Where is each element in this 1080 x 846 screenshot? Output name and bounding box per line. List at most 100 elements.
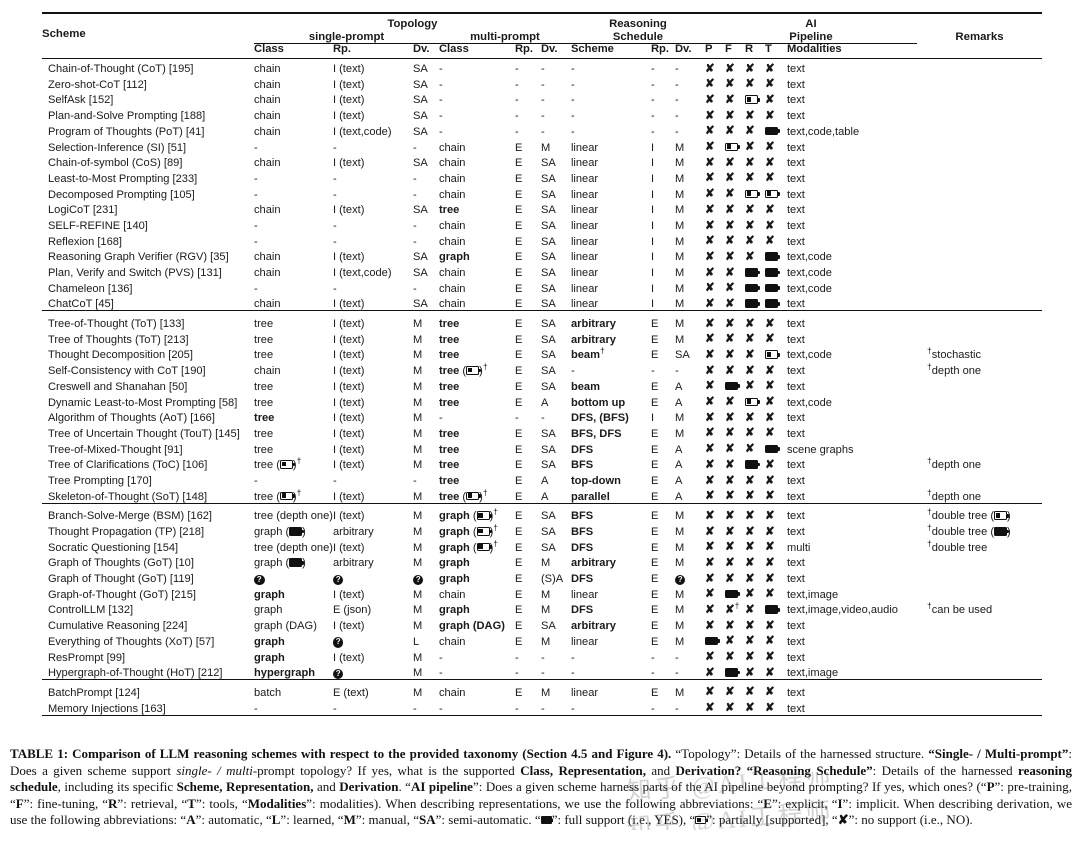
row-tree-schemes-8-dv-single-text: M — [412, 443, 423, 456]
table-row[interactable]: Graph of Thought (GoT) [119]??? graph E (S)… — [42, 569, 1042, 586]
table-row[interactable]: ChatCoT [45] chain I (text) SA chain E SA linea… — [42, 295, 1042, 311]
row-chain-schemes-11-pipeline-r: ✘ — [745, 232, 765, 248]
row-graph-schemes-6-pipeline-t — [764, 601, 787, 617]
table-row[interactable]: Tree-of-Thought (ToT) [133] tree I (text) M… — [42, 314, 1042, 330]
row-chain-schemes-10-modalities: text — [786, 219, 805, 232]
table-row[interactable]: Self-Consistency with CoT [190] chain I (t… — [42, 362, 1042, 378]
row-graph-schemes-1-class-multi-dagger: † — [493, 522, 499, 533]
row-tree-schemes-5-scheme-name: Dynamic Least-to-Most Prompting [58] — [48, 396, 238, 409]
row-chain-schemes-11-rp-single-text: - — [332, 235, 337, 248]
row-tree-schemes-10-p-no-support-icon: ✘ — [704, 474, 715, 487]
table-row[interactable]: Thought Decomposition [205] tree I (text) M… — [42, 346, 1042, 362]
row-graph-schemes-10-pipeline-p: ✘ — [705, 664, 725, 680]
table-row[interactable]: Zero-shot-CoT [112] chain I (text) SA - - - - - -… — [42, 75, 1042, 91]
row-chain-schemes-7-schedule-rp: I — [651, 169, 675, 185]
full-support-battery-icon — [540, 816, 554, 825]
row-chain-schemes-10-pipeline-t: ✘ — [765, 216, 787, 232]
table-row[interactable]: Graph-of-Thought (GoT) [215] graph I (text… — [42, 585, 1042, 601]
row-chain-schemes-9-dv-multi-text: SA — [540, 204, 556, 217]
table-row[interactable]: SelfAsk [152] chain I (text) SA - - - - - - ✘ ✘ ✘ tex… — [42, 91, 1042, 107]
row-chain-schemes-7-rp-single-text: - — [332, 172, 337, 185]
row-graph-schemes-10-pipeline-r: ✘ — [745, 664, 765, 680]
table-row[interactable]: Tree of Thoughts (ToT) [213] tree I (text)… — [42, 330, 1042, 346]
caption-s12b: F — [15, 795, 24, 811]
row-chain-schemes-4-pipeline-p: ✘ — [705, 122, 725, 138]
table-row[interactable]: ResPrompt [99] graph I (text) M - - - - - - ✘ ✘ ✘ ✘ te… — [42, 648, 1042, 664]
table-row[interactable]: Reasoning Graph Verifier (RGV) [35] chain… — [42, 248, 1042, 264]
row-tree-schemes-3-class-multi-text: tree — [438, 365, 460, 378]
row-graph-schemes-5-dv-multi-text: M — [540, 588, 551, 601]
row-tree-schemes-5-schedule-dv: A — [675, 393, 705, 409]
row-chain-schemes-8-scheme-name: Decomposed Prompting [105] — [48, 188, 195, 201]
table-row[interactable]: Dynamic Least-to-Most Prompting [58] tree… — [42, 393, 1042, 409]
table-row[interactable]: Chain-of-Thought (CoT) [195] chain I (text… — [42, 59, 1042, 75]
row-chain-schemes-11-pipeline-p: ✘ — [705, 232, 725, 248]
table-row[interactable]: Plan-and-Solve Prompting [188] chain I (te… — [42, 107, 1042, 123]
table-row[interactable]: Algorithm of Thoughts (AoT) [166] tree I (… — [42, 409, 1042, 425]
row-chain-schemes-5-class-multi: chain — [439, 138, 515, 154]
row-tree-schemes-0-rp-multi: E — [515, 314, 541, 330]
table-row[interactable]: Skeleton-of-Thought (SoT) [148] tree ()† I… — [42, 487, 1042, 503]
row-tree-schemes-1-dv-multi: SA — [541, 330, 571, 346]
row-graph-schemes-4-t-no-support-icon: ✘ — [764, 572, 775, 585]
table-row[interactable]: Socratic Questioning [154] tree (depth on… — [42, 538, 1042, 554]
row-tree-schemes-11-class-multi: tree ()† — [439, 487, 515, 503]
row-chain-schemes-1-schedule-dv-text: - — [674, 78, 679, 91]
row-chain-schemes-12-schedule-dv-text: M — [674, 251, 685, 264]
table-row[interactable]: Branch-Solve-Merge (BSM) [162] tree (dept… — [42, 507, 1042, 523]
table-row[interactable]: Reflexion [168] - - - chain E SA linear I M ✘ ✘ ✘ ✘ te… — [42, 232, 1042, 248]
row-tree-schemes-4-class-single-text: tree — [254, 380, 274, 393]
table-row[interactable]: Least-to-Most Prompting [233] - - - chain E SA… — [42, 169, 1042, 185]
row-chain-schemes-3-dv-multi: - — [541, 107, 571, 123]
row-graph-schemes-4-dv-multi: (S)A — [541, 569, 571, 585]
table-row[interactable]: Cumulative Reasoning [224] graph (DAG) I (… — [42, 617, 1042, 633]
row-chain-schemes-1-scheme-name: Zero-shot-CoT [112] — [48, 78, 147, 91]
table-row[interactable]: Program of Thoughts (PoT) [41] chain I (te… — [42, 122, 1042, 138]
row-other-schemes-1-class-multi-text: - — [438, 702, 443, 715]
row-tree-schemes-6-pipeline-t: ✘ — [765, 409, 787, 425]
row-chain-schemes-14-schedule-scheme-text: linear — [570, 282, 599, 295]
row-chain-schemes-13-modalities: text,code — [786, 267, 832, 280]
table-row[interactable]: Hypergraph-of-Thought (HoT) [212] hypergr… — [42, 664, 1042, 680]
row-tree-schemes-7-pipeline-f: ✘ — [725, 424, 745, 440]
table-row[interactable]: Tree of Clarifications (ToC) [106] tree (… — [42, 456, 1042, 472]
row-graph-schemes-1-remark-dagger: † — [926, 522, 932, 533]
row-graph-schemes-8-schedule-rp: E — [651, 632, 675, 648]
table-row[interactable]: Thought Propagation (TP) [218] graph () ar… — [42, 522, 1042, 538]
table-row[interactable]: SELF-REFINE [140] - - - chain E SA linear I M ✘ ✘ ✘ ✘… — [42, 216, 1042, 232]
row-tree-schemes-5-remarks — [917, 393, 1042, 409]
row-tree-schemes-3-class-single-text: chain — [254, 365, 281, 378]
row-graph-schemes-5-pipeline-r: ✘ — [745, 585, 765, 601]
table-row[interactable]: Tree of Uncertain Thought (TouT) [145] tr… — [42, 424, 1042, 440]
row-graph-schemes-5-modalities: text,image — [786, 588, 839, 601]
row-chain-schemes-11-pipeline-f: ✘ — [725, 232, 745, 248]
table-row[interactable]: Everything of Thoughts (XoT) [57] graph? L… — [42, 632, 1042, 648]
table-row[interactable]: Chameleon [136] - - - chain E SA linear I M ✘ ✘ text… — [42, 279, 1042, 295]
row-tree-schemes-5-rp-multi-text: E — [514, 396, 523, 409]
row-tree-schemes-6-p-no-support-icon: ✘ — [704, 411, 715, 424]
row-chain-schemes-12-schedule-scheme: linear — [571, 248, 651, 264]
table-row[interactable]: Plan, Verify and Switch (PVS) [131] chain… — [42, 263, 1042, 279]
table-row[interactable]: Memory Injections [163] - - - - - - - - - ✘ ✘ ✘ ✘ text — [42, 699, 1042, 715]
row-tree-schemes-3-t-no-support-icon: ✘ — [764, 364, 775, 377]
row-graph-schemes-3-schedule-rp: E — [651, 554, 675, 570]
row-chain-schemes-2-t-no-support-icon: ✘ — [764, 94, 775, 107]
row-graph-schemes-9-class-multi: - — [439, 648, 515, 664]
table-row[interactable]: Decomposed Prompting [105] - - - chain E SA lin… — [42, 185, 1042, 201]
row-graph-schemes-4-pipeline-f: ✘ — [725, 569, 745, 585]
table-row[interactable]: LogiCoT [231] chain I (text) SA tree E SA linea… — [42, 201, 1042, 217]
row-chain-schemes-3-class-single: chain — [254, 107, 333, 123]
row-tree-schemes-5-dv-multi-text: A — [540, 396, 549, 409]
table-row[interactable]: Chain-of-symbol (CoS) [89] chain I (text) S… — [42, 154, 1042, 170]
row-chain-schemes-13-pipeline-t — [764, 263, 787, 279]
row-chain-schemes-15-rp-multi: E — [515, 295, 541, 311]
row-graph-schemes-3-dv-multi: M — [541, 554, 571, 570]
table-row[interactable]: Graph of Thoughts (GoT) [10] graph () arbi… — [42, 554, 1042, 570]
sub-header-dv-single: Dv. — [412, 43, 430, 56]
